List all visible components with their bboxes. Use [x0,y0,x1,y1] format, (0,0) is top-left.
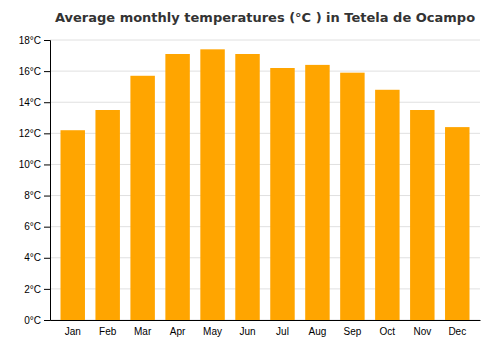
y-tick: 4°C [24,252,50,263]
chart: 0°C 2°C 4°C 6°C 8°C 10°C 12°C 14°C 16°C 18°C Jan Fe… [0,0,500,350]
y-tick-mark [44,289,50,290]
x-tick-label: Jul [276,326,289,337]
y-tick-label: 10°C [19,159,41,170]
bar [375,90,399,320]
x-tick: Sep [343,326,361,337]
y-tick-label: 2°C [24,284,41,295]
y-tick-label: 12°C [19,128,41,139]
bar [445,127,469,320]
y-tick: 12°C [19,128,50,139]
x-tick: Feb [99,326,117,337]
bar [60,130,84,320]
bar [270,68,294,320]
x-tick: Nov [413,326,431,337]
y-tick: 8°C [24,190,50,201]
bar [200,49,224,320]
x-tick-label: Feb [99,326,117,337]
x-axis: Jan Feb Mar Apr May Jun Jul Aug Sep Oct Nov Dec [51,321,481,338]
grid-line [50,40,480,41]
y-tick: 6°C [24,221,50,232]
y-tick: 16°C [19,66,50,77]
x-axis-line [51,320,481,321]
y-tick: 14°C [19,97,50,108]
x-tick-label: Nov [413,326,431,337]
x-tick: Jul [276,326,289,337]
y-tick-label: 18°C [19,35,41,46]
x-tick-label: Jun [239,326,255,337]
x-tick: May [203,326,222,337]
y-tick-label: 14°C [19,97,41,108]
y-axis-line [44,41,51,321]
x-tick-label: Apr [170,326,186,337]
y-tick-mark [44,133,50,134]
y-tick-label: 8°C [24,190,41,201]
y-tick-mark [44,320,50,321]
y-tick: 0°C [24,315,50,326]
y-tick-mark [44,164,50,165]
x-tick: Oct [380,326,396,337]
bar [410,110,434,320]
grid-line [50,102,480,103]
y-tick: 2°C [24,284,50,295]
x-tick-label: Aug [309,326,327,337]
x-tick: Jun [239,326,255,337]
x-tick-label: Dec [448,326,466,337]
bar [130,76,154,320]
x-tick-label: Oct [380,326,396,337]
y-tick: 18°C [19,35,50,46]
y-tick-label: 4°C [24,252,41,263]
y-axis: 0°C 2°C 4°C 6°C 8°C 10°C 12°C 14°C 16°C 18°C [19,35,51,326]
x-tick: Mar [134,326,152,337]
y-tick-mark [44,258,50,259]
bars [60,49,469,320]
bar [305,65,329,320]
y-tick-mark [44,102,50,103]
y-tick: 10°C [19,159,50,170]
y-tick-mark [44,71,50,72]
y-tick-label: 16°C [19,66,41,77]
x-tick-label: Mar [134,326,152,337]
x-tick: Aug [309,326,327,337]
y-tick-label: 0°C [24,315,41,326]
grid [50,40,480,320]
x-tick: Jan [65,326,81,337]
y-tick-mark [44,40,50,41]
bar [235,54,259,320]
bar [95,110,119,320]
x-tick-label: Sep [343,326,361,337]
x-tick-label: May [203,326,222,337]
grid-line [50,71,480,72]
y-tick-mark [44,227,50,228]
y-tick-mark [44,196,50,197]
x-tick: Apr [170,326,186,337]
bar [340,73,364,320]
title: Average monthly temperatures (°C ) in Te… [55,10,475,25]
y-tick-label: 6°C [24,221,41,232]
bar [165,54,189,320]
x-tick: Dec [448,326,466,337]
x-tick-label: Jan [65,326,81,337]
